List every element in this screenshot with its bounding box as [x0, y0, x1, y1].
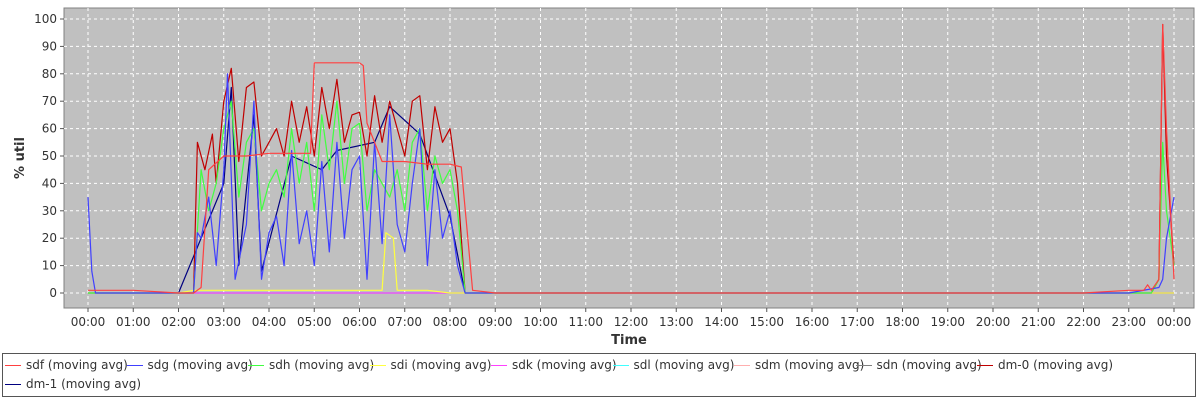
legend-label: sdm (moving avg) — [755, 358, 865, 372]
series-line-sdi — [88, 232, 1174, 294]
x-axis-title: Time — [611, 333, 647, 348]
x-tick-label: 17:00 — [840, 315, 875, 329]
x-tick-label: 23:00 — [1111, 315, 1146, 329]
x-tick-label: 08:00 — [433, 315, 468, 329]
x-tick-label: 19:00 — [930, 315, 965, 329]
legend-item: sdm (moving avg) — [734, 356, 864, 374]
x-tick-label: 04:00 — [252, 315, 287, 329]
y-tick-label: 10 — [42, 259, 57, 273]
y-tick-label: 20 — [42, 231, 57, 245]
legend-item: dm-1 (moving avg) — [5, 375, 141, 393]
x-tick-label: 10:00 — [523, 315, 558, 329]
x-tick-label: 20:00 — [976, 315, 1011, 329]
legend-label: sdh (moving avg) — [269, 358, 375, 372]
legend-label: sdk (moving avg) — [512, 358, 617, 372]
x-tick-label: 18:00 — [885, 315, 920, 329]
x-tick-label: 00:00 — [1157, 315, 1192, 329]
legend-label: sdi (moving avg) — [390, 358, 492, 372]
x-tick-label: 07:00 — [387, 315, 422, 329]
x-tick-label: 12:00 — [614, 315, 649, 329]
series-line-sdg — [87, 73, 1175, 294]
x-axis-ticks: 00:00 01:00 02:00 03:00 04:00 05:00 06:00 07:00… — [71, 308, 1192, 329]
legend-label: sdf (moving avg) — [26, 358, 128, 372]
x-tick-label: 05:00 — [297, 315, 332, 329]
legend-swatch — [977, 364, 993, 366]
legend-item: sdh (moving avg) — [248, 356, 374, 374]
y-tick-label: 0 — [49, 286, 57, 300]
x-tick-label: 15:00 — [749, 315, 784, 329]
x-tick-label: 02:00 — [161, 315, 196, 329]
legend-swatch — [855, 364, 872, 366]
legend-swatch — [5, 383, 21, 385]
legend-item: sdf (moving avg) — [5, 356, 128, 374]
legend-item: sdg (moving avg) — [126, 356, 253, 374]
legend-swatch — [5, 364, 21, 366]
x-tick-label: 01:00 — [116, 315, 151, 329]
legend-swatch — [612, 364, 629, 366]
legend-item: dm-0 (moving avg) — [977, 356, 1113, 374]
legend-item: sdl (moving avg) — [612, 356, 735, 374]
y-axis-ticks: 0 10 20 30 40 50 60 70 80 90 100 — [34, 12, 64, 300]
y-axis-title: % util — [13, 137, 28, 179]
legend-swatch — [126, 364, 143, 366]
legend-swatch — [369, 364, 386, 366]
x-tick-label: 13:00 — [659, 315, 694, 329]
legend-item: sdn (moving avg) — [855, 356, 982, 374]
legend-label: sdn (moving avg) — [876, 358, 982, 372]
grid — [64, 8, 1194, 308]
x-tick-label: 16:00 — [795, 315, 830, 329]
legend-label: dm-1 (moving avg) — [26, 377, 142, 391]
x-tick-label: 22:00 — [1066, 315, 1101, 329]
y-tick-label: 50 — [42, 149, 57, 163]
chart: 0 10 20 30 40 50 60 70 80 90 100 00:00 01:00 02:00 03… — [13, 7, 1195, 348]
legend-item: sdi (moving avg) — [369, 356, 492, 374]
legend-swatch — [734, 364, 750, 366]
series-line-sdf — [88, 23, 1175, 294]
x-tick-label: 21:00 — [1021, 315, 1056, 329]
legend-label: dm-0 (moving avg) — [998, 358, 1114, 372]
y-tick-label: 70 — [42, 94, 57, 108]
y-tick-label: 80 — [42, 67, 57, 81]
series-layer — [87, 23, 1175, 294]
legend-item: sdk (moving avg) — [491, 356, 617, 374]
legend: sdf (moving avg) sdg (moving avg) sdh (mov… — [2, 353, 1196, 397]
x-tick-label: 09:00 — [478, 315, 513, 329]
y-tick-label: 60 — [42, 122, 57, 136]
plot-area — [63, 7, 1195, 309]
legend-label: sdl (moving avg) — [633, 358, 735, 372]
series-line-dm-0 — [88, 23, 1175, 294]
legend-label: sdg (moving avg) — [147, 358, 253, 372]
x-tick-label: 03:00 — [206, 315, 241, 329]
y-tick-label: 40 — [42, 176, 57, 190]
y-tick-label: 100 — [34, 12, 57, 26]
legend-swatch — [491, 364, 507, 366]
x-tick-label: 14:00 — [704, 315, 739, 329]
x-tick-label: 11:00 — [568, 315, 603, 329]
x-tick-label: 00:00 — [71, 315, 106, 329]
series-line-sdh — [88, 100, 1175, 294]
x-tick-label: 06:00 — [342, 315, 377, 329]
y-tick-label: 90 — [42, 39, 57, 53]
y-tick-label: 30 — [42, 204, 57, 218]
legend-swatch — [248, 364, 264, 366]
